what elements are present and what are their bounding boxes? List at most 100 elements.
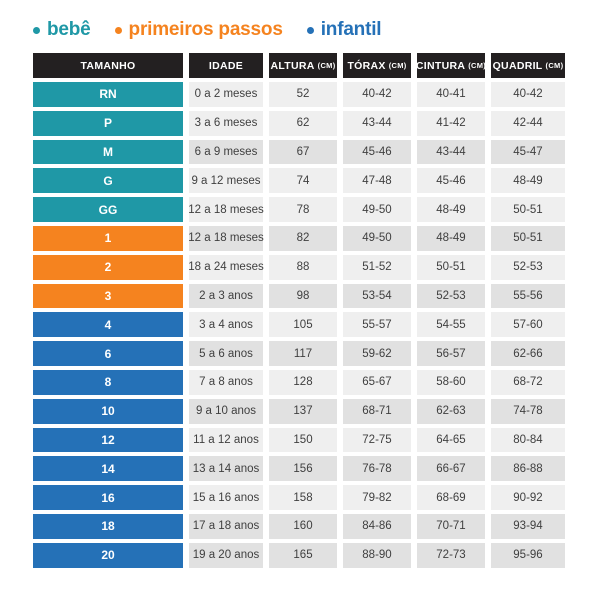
age-cell: 6 a 9 meses <box>189 139 263 165</box>
size-cell: 18 <box>33 513 183 539</box>
size-cell: 8 <box>33 369 183 395</box>
size-cell: P <box>33 110 183 136</box>
hip-cell: 62-66 <box>491 341 565 366</box>
size-cell: 4 <box>33 312 183 338</box>
legend: bebê primeiros passos infantil <box>33 19 382 41</box>
size-cell: 3 <box>33 283 183 309</box>
column-header-label: TÓRAX <box>347 59 386 72</box>
column-header-label: QUADRIL <box>492 59 543 72</box>
chest-cell: 84-86 <box>343 513 411 539</box>
height-cell: 88 <box>269 254 337 280</box>
hip-cell: 50-51 <box>491 225 565 251</box>
size-cell: 1 <box>33 225 183 251</box>
height-cell: 150 <box>269 427 337 453</box>
hip-cell: 40-42 <box>491 82 565 107</box>
chest-cell: 65-67 <box>343 369 411 395</box>
age-cell: 3 a 6 meses <box>189 110 263 136</box>
hip-cell: 48-49 <box>491 168 565 194</box>
waist-cell: 66-67 <box>417 456 485 482</box>
chest-cell: 47-48 <box>343 168 411 194</box>
waist-cell: 43-44 <box>417 139 485 165</box>
height-cell: 74 <box>269 168 337 194</box>
column-header-label: ALTURA <box>270 59 315 72</box>
legend-bullet-icon <box>33 26 40 34</box>
waist-cell: 56-57 <box>417 341 485 366</box>
age-cell: 9 a 12 meses <box>189 168 263 194</box>
height-cell: 62 <box>269 110 337 136</box>
waist-cell: 48-49 <box>417 225 485 251</box>
table-row-6: 6 5 a 6 anos 117 59-62 56-57 62-66 <box>33 341 565 366</box>
column-header-unit: (CM) <box>388 61 407 70</box>
legend-item-bebe: bebê <box>33 19 91 41</box>
hip-cell: 80-84 <box>491 427 565 453</box>
age-cell: 9 a 10 anos <box>189 398 263 424</box>
chest-cell: 55-57 <box>343 312 411 338</box>
waist-cell: 50-51 <box>417 254 485 280</box>
age-cell: 17 a 18 anos <box>189 513 263 539</box>
hip-cell: 42-44 <box>491 110 565 136</box>
legend-label: infantil <box>320 19 382 40</box>
waist-cell: 70-71 <box>417 513 485 539</box>
size-cell: 10 <box>33 398 183 424</box>
height-cell: 98 <box>269 283 337 309</box>
table-row-rn: RN 0 a 2 meses 52 40-42 40-41 40-42 <box>33 82 565 107</box>
waist-cell: 54-55 <box>417 312 485 338</box>
table-row-3: 3 2 a 3 anos 98 53-54 52-53 55-56 <box>33 283 565 309</box>
chest-cell: 49-50 <box>343 225 411 251</box>
column-header-cintura: CINTURA (CM) <box>415 53 486 78</box>
height-cell: 82 <box>269 225 337 251</box>
waist-cell: 45-46 <box>417 168 485 194</box>
table-row-1: 1 12 a 18 meses 82 49-50 48-49 50-51 <box>33 225 565 251</box>
size-cell: 12 <box>33 427 183 453</box>
table-row-14: 14 13 a 14 anos 156 76-78 66-67 86-88 <box>33 456 565 482</box>
waist-cell: 64-65 <box>417 427 485 453</box>
hip-cell: 93-94 <box>491 513 565 539</box>
column-header-unit: (CM) <box>317 61 336 70</box>
age-cell: 5 a 6 anos <box>189 341 263 366</box>
chest-cell: 79-82 <box>343 485 411 510</box>
column-header-label: CINTURA <box>415 59 466 72</box>
legend-label: bebê <box>47 19 91 40</box>
chest-cell: 53-54 <box>343 283 411 309</box>
height-cell: 67 <box>269 139 337 165</box>
legend-bullet-icon <box>306 26 314 34</box>
age-cell: 13 a 14 anos <box>189 456 263 482</box>
table-row-m: M 6 a 9 meses 67 45-46 43-44 45-47 <box>33 139 565 165</box>
hip-cell: 55-56 <box>491 283 565 309</box>
table-row-4: 4 3 a 4 anos 105 55-57 54-55 57-60 <box>33 312 565 338</box>
chest-cell: 72-75 <box>343 427 411 453</box>
table-row-10: 10 9 a 10 anos 137 68-71 62-63 74-78 <box>33 398 565 424</box>
waist-cell: 52-53 <box>417 283 485 309</box>
chest-cell: 51-52 <box>343 254 411 280</box>
column-header-tórax: TÓRAX (CM) <box>343 53 411 78</box>
size-cell: RN <box>33 82 183 107</box>
waist-cell: 48-49 <box>417 197 485 222</box>
hip-cell: 74-78 <box>491 398 565 424</box>
legend-item-infantil: infantil <box>306 19 382 41</box>
height-cell: 105 <box>269 312 337 338</box>
table-row-18: 18 17 a 18 anos 160 84-86 70-71 93-94 <box>33 513 565 539</box>
column-header-tamanho: TAMANHO <box>33 53 183 78</box>
table-row-12: 12 11 a 12 anos 150 72-75 64-65 80-84 <box>33 427 565 453</box>
height-cell: 137 <box>269 398 337 424</box>
hip-cell: 57-60 <box>491 312 565 338</box>
size-cell: 16 <box>33 485 183 510</box>
legend-item-primeiros_passos: primeiros passos <box>114 19 283 41</box>
size-cell: G <box>33 168 183 194</box>
age-cell: 7 a 8 anos <box>189 369 263 395</box>
table-row-gg: GG 12 a 18 meses 78 49-50 48-49 50-51 <box>33 197 565 222</box>
size-cell: M <box>33 139 183 165</box>
age-cell: 12 a 18 meses <box>188 197 264 222</box>
hip-cell: 90-92 <box>491 485 565 510</box>
waist-cell: 62-63 <box>417 398 485 424</box>
size-cell: 14 <box>33 456 183 482</box>
height-cell: 156 <box>269 456 337 482</box>
legend-bullet-icon <box>114 26 122 34</box>
age-cell: 15 a 16 anos <box>189 485 263 510</box>
legend-label: primeiros passos <box>128 19 283 40</box>
height-cell: 78 <box>269 197 337 222</box>
chest-cell: 76-78 <box>343 456 411 482</box>
chest-cell: 68-71 <box>343 398 411 424</box>
waist-cell: 72-73 <box>417 542 485 568</box>
